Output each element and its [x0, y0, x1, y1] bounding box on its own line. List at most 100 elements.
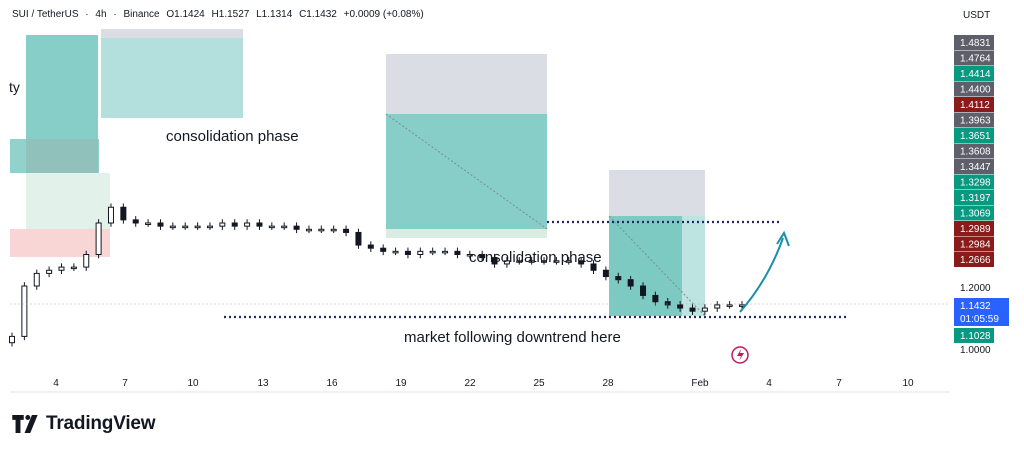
x-tick-label: 4 [53, 378, 59, 389]
candle-body [107, 206, 114, 224]
candle-body [231, 222, 238, 227]
candle-body [404, 250, 411, 256]
x-tick-label: 4 [766, 378, 772, 389]
candle-body [318, 228, 325, 232]
price-tag-bg [954, 174, 994, 190]
symbol-name[interactable]: SUI / TetherUS [12, 9, 79, 20]
current-price-value: 1.1432 [960, 301, 991, 312]
x-tick-label: Feb [691, 378, 709, 389]
price-tag-label: 1.4764 [960, 54, 991, 65]
price-tag-label: 1.3651 [960, 131, 991, 142]
candle-body [219, 222, 226, 227]
candle-body [157, 222, 164, 227]
price-tag-label: 1.2989 [960, 224, 991, 235]
y-tick-label: 1.0000 [960, 345, 991, 356]
candle-body [281, 225, 288, 229]
candle-body [58, 266, 65, 271]
price-tag: 1.4414 [954, 66, 994, 81]
candle-body [70, 266, 77, 270]
zone-gray [101, 29, 243, 38]
price-tag: 1.3298 [954, 174, 994, 190]
zone-gray [386, 54, 547, 114]
candle-body [95, 222, 102, 255]
low-value: L1.1314 [256, 9, 293, 20]
candle-body [33, 272, 40, 287]
price-tag-label: 1.3608 [960, 147, 991, 158]
candle-body [145, 222, 152, 225]
candle-body [343, 228, 350, 233]
change-value: +0.0009 (+0.08%) [343, 9, 424, 20]
candle-body [602, 269, 609, 278]
price-tag-label: 1.4400 [960, 85, 991, 96]
candle-body [553, 260, 560, 263]
price-tag-bg [954, 97, 994, 112]
candle-body [640, 285, 647, 296]
price-tag-label: 1.4831 [960, 38, 991, 49]
candle-body [194, 225, 201, 229]
candle-body [442, 250, 449, 254]
candle-body [367, 244, 374, 249]
brand-name: TradingView [46, 413, 156, 434]
price-tag: 1.3069 [954, 205, 994, 221]
candle-body [578, 260, 585, 265]
candle-body [392, 250, 399, 254]
candle-body [9, 335, 15, 344]
candle-body [132, 219, 139, 224]
price-tag-bg [954, 328, 994, 343]
candle-body [590, 263, 597, 271]
x-tick-label: 16 [326, 378, 338, 389]
candle-body [244, 222, 251, 227]
candle-body [528, 260, 535, 263]
currency-label[interactable]: USDT [963, 10, 991, 21]
candle-body [652, 294, 659, 303]
candle-body [120, 206, 127, 221]
candle-body [565, 260, 572, 263]
zone-layer [10, 29, 705, 316]
candle-body [182, 225, 189, 229]
current-price-bg [954, 298, 1009, 326]
price-tag-label: 1.2666 [960, 255, 991, 266]
candle-body [355, 231, 362, 246]
zone-green [609, 216, 682, 316]
zone-green [26, 35, 98, 139]
overlay-layer [10, 113, 950, 364]
x-tick-label: 28 [602, 378, 614, 389]
candle-body [664, 301, 671, 306]
candle-body [615, 276, 622, 281]
high-value: H1.1527 [211, 9, 250, 20]
candle-body [726, 304, 733, 307]
candle-body [466, 254, 473, 257]
price-tag: 1.2984 [954, 236, 994, 252]
price-tag: 1.4764 [954, 50, 994, 66]
tradingview-brand[interactable]: TradingView [12, 413, 156, 435]
x-tick-label: 7 [122, 378, 128, 389]
price-tag: 1.3963 [954, 112, 994, 128]
price-tag-label: 1.1028 [960, 331, 991, 342]
candle-body [206, 225, 213, 229]
close-value: C1.1432 [299, 9, 337, 20]
candle-body [503, 260, 510, 265]
candle-body [454, 250, 461, 256]
price-tag-label: 1.3069 [960, 209, 991, 220]
candle-body [689, 307, 696, 312]
x-tick-label: 25 [533, 378, 545, 389]
x-tick-label: 10 [902, 378, 914, 389]
price-tag-bg [954, 221, 994, 236]
price-tag-bg [954, 35, 994, 50]
price-tag-bg [954, 252, 994, 267]
candle-body [491, 257, 498, 265]
zone-red [10, 229, 110, 257]
price-tag-bg [954, 66, 994, 81]
price-tag-bg [954, 112, 994, 128]
partial-text: ty [9, 79, 20, 95]
candle-body [21, 285, 28, 337]
candle-body [714, 304, 721, 309]
price-tag-label: 1.4414 [960, 69, 991, 80]
candle-body [516, 260, 523, 263]
price-tag-bg [954, 159, 994, 174]
price-tag-bg [954, 81, 994, 97]
candle-body [627, 279, 634, 287]
interval-label[interactable]: 4h [95, 9, 107, 20]
price-tag-label: 1.3963 [960, 116, 991, 127]
